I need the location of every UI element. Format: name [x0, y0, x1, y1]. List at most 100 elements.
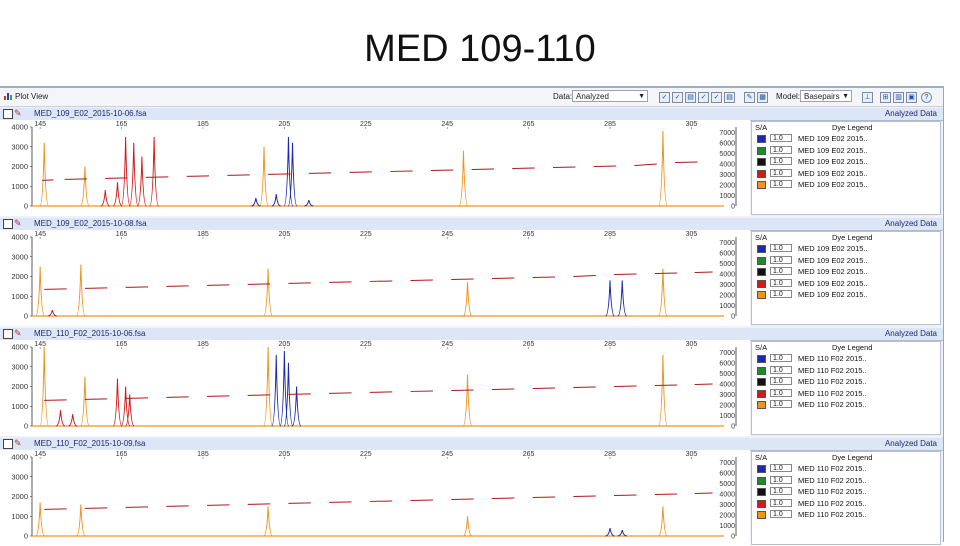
pin-icon[interactable]: ✎ — [14, 328, 22, 339]
dye-legend-title: Dye Legend — [832, 233, 872, 242]
dye-scale-value[interactable]: 1.0 — [770, 487, 792, 495]
dye-scale-value[interactable]: 1.0 — [770, 400, 792, 408]
dye-sample-name: MED 110 F02 2015.. — [798, 377, 867, 386]
help-icon[interactable]: ? — [921, 92, 932, 103]
dye-scale-value[interactable]: 1.0 — [770, 389, 792, 397]
dye-scale-value[interactable]: 1.0 — [770, 510, 792, 518]
toolbar-tool-10-icon[interactable]: ⊞ — [880, 92, 891, 103]
dye-scale-value[interactable]: 1.0 — [770, 180, 792, 188]
y2-tick-label: 7000 — [719, 460, 735, 467]
x-tick-label: 165 — [116, 231, 128, 238]
pin-icon[interactable]: ✎ — [14, 108, 22, 119]
dye-color-swatch — [757, 367, 766, 375]
toolbar-tool-7-icon[interactable]: ✎ — [744, 92, 755, 103]
toolbar: Plot View Data: Analyzed ▼ ✓ ✓ ▤ ✓ ✓ ▤ ✎… — [0, 88, 943, 107]
toolbar-tool-4-icon[interactable]: ✓ — [698, 92, 709, 103]
model-select[interactable]: Basepairs ▼ — [800, 90, 852, 102]
plot-background — [0, 450, 750, 546]
dye-scale-value[interactable]: 1.0 — [770, 157, 792, 165]
toolbar-tool-8-icon[interactable]: ▦ — [757, 92, 768, 103]
data-select[interactable]: Analyzed ▼ — [572, 90, 648, 102]
panel-checkbox[interactable] — [3, 329, 13, 339]
dye-scale-value[interactable]: 1.0 — [770, 146, 792, 154]
y-tick-label: 3000 — [11, 472, 28, 481]
x-tick-label: 165 — [116, 451, 128, 458]
pin-icon[interactable]: ✎ — [14, 218, 22, 229]
dye-scale-value[interactable]: 1.0 — [770, 354, 792, 362]
y2-tick-label: 0 — [731, 424, 735, 431]
x-tick-label: 145 — [34, 341, 46, 348]
x-tick-label: 265 — [523, 231, 535, 238]
pin-icon[interactable]: ✎ — [14, 438, 22, 449]
x-tick-label: 205 — [279, 121, 291, 128]
x-tick-label: 265 — [523, 121, 535, 128]
dye-legend-row[interactable]: 1.0 MED 110 F02 2015.. — [752, 377, 940, 386]
dye-scale-value[interactable]: 1.0 — [770, 290, 792, 298]
y2-tick-label: 3000 — [719, 172, 735, 179]
panel-checkbox[interactable] — [3, 439, 13, 449]
dye-color-swatch — [757, 477, 766, 485]
x-tick-label: 185 — [197, 121, 209, 128]
toolbar-tool-9-icon[interactable]: ⊥ — [862, 92, 873, 103]
dye-scale-value[interactable]: 1.0 — [770, 377, 792, 385]
dye-scale-value[interactable]: 1.0 — [770, 499, 792, 507]
dye-scale-value[interactable]: 1.0 — [770, 169, 792, 177]
dye-scale-value[interactable]: 1.0 — [770, 267, 792, 275]
panel-checkbox[interactable] — [3, 109, 13, 119]
x-tick-label: 285 — [604, 451, 616, 458]
panel-checkbox[interactable] — [3, 219, 13, 229]
dye-scale-value[interactable]: 1.0 — [770, 279, 792, 287]
toolbar-tool-6-icon[interactable]: ▤ — [724, 92, 735, 103]
toolbar-tool-1-icon[interactable]: ✓ — [659, 92, 670, 103]
toolbar-tool-2-icon[interactable]: ✓ — [672, 92, 683, 103]
dye-scale-value[interactable]: 1.0 — [770, 244, 792, 252]
y-tick-label: 4000 — [11, 343, 28, 352]
y-tick-label: 2000 — [11, 272, 28, 281]
y-tick-label: 0 — [24, 202, 28, 211]
toolbar-tool-12-icon[interactable]: ▣ — [906, 92, 917, 103]
y2-tick-label: 6000 — [719, 470, 735, 477]
dye-scale-value[interactable]: 1.0 — [770, 256, 792, 264]
dye-legend-title: Dye Legend — [832, 123, 872, 132]
dye-color-swatch — [757, 158, 766, 166]
x-tick-label: 145 — [34, 451, 46, 458]
panel-status: Analyzed Data — [885, 329, 937, 338]
dye-scale-value[interactable]: 1.0 — [770, 134, 792, 142]
dye-scale-value[interactable]: 1.0 — [770, 464, 792, 472]
dye-scale-value[interactable]: 1.0 — [770, 366, 792, 374]
y-tick-label: 3000 — [11, 362, 28, 371]
toolbar-tool-11-icon[interactable]: ▥ — [893, 92, 904, 103]
y-tick-label: 1000 — [11, 182, 28, 191]
dye-scale-value[interactable]: 1.0 — [770, 476, 792, 484]
toolbar-tool-5-icon[interactable]: ✓ — [711, 92, 722, 103]
x-tick-label: 165 — [116, 341, 128, 348]
y-tick-label: 1000 — [11, 512, 28, 521]
x-tick-label: 285 — [604, 121, 616, 128]
toolbar-tool-3-icon[interactable]: ▤ — [685, 92, 696, 103]
